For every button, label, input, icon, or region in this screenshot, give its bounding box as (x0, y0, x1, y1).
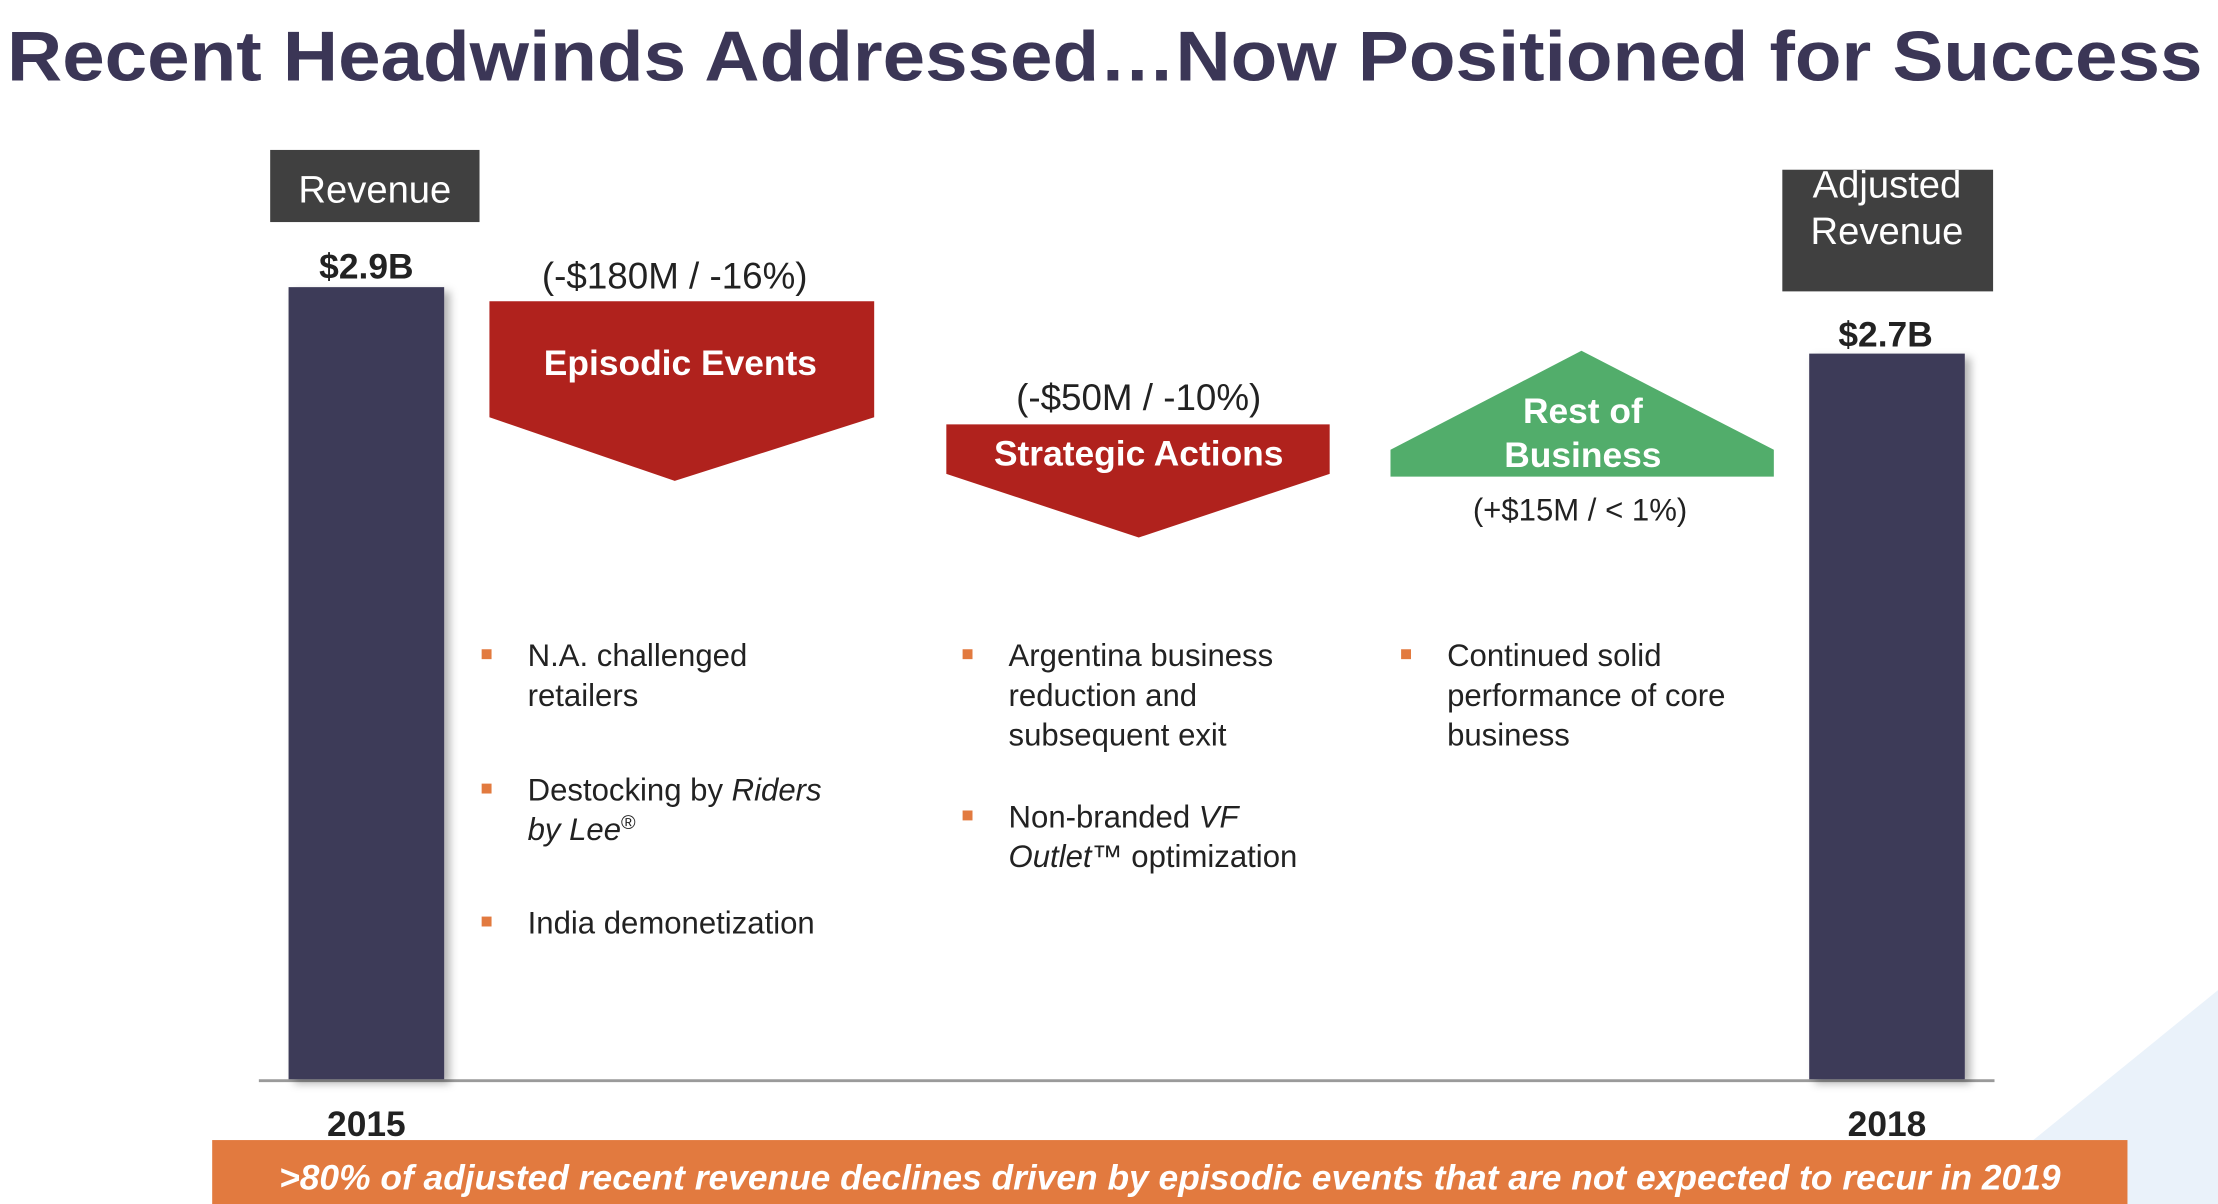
change-label: (+$15M / < 1%) (1473, 493, 1687, 528)
driver-label: Business (1504, 436, 1661, 475)
value-label: $2.7B (1838, 316, 1932, 355)
bullet-text: N.A. challenged (528, 638, 748, 673)
text-run: India demonetization (528, 906, 815, 941)
footer-text: >80% of adjusted recent revenue declines… (279, 1159, 2061, 1198)
column-header: Adjusted (1813, 163, 1962, 206)
column-header: Revenue (1811, 210, 1964, 253)
change-label: (-$180M / -16%) (542, 256, 808, 297)
bullet-text: India demonetization (528, 906, 815, 941)
bullet-text: subsequent exit (1009, 717, 1227, 752)
end-bar (1809, 353, 1965, 1080)
text-run: performance of core (1447, 678, 1725, 713)
year-label: 2018 (1848, 1105, 1927, 1144)
bullet-marker (481, 649, 492, 660)
bullet-text: Argentina business (1009, 638, 1274, 673)
text-run: reduction and (1009, 678, 1198, 713)
text-run: ® (621, 812, 636, 834)
text-run: Argentina business (1009, 638, 1274, 673)
start-bar (288, 287, 445, 1080)
column-header: Revenue (298, 168, 451, 211)
bullet-marker (481, 916, 492, 927)
bullet-text: performance of core (1447, 678, 1725, 713)
text-run: Destocking by (528, 773, 732, 808)
driver-label: Episodic Events (544, 344, 817, 383)
bullet-text: Non-branded VF (1009, 799, 1241, 834)
bullet-text: Continued solid (1447, 638, 1661, 673)
bullet-text: by Lee® (528, 812, 636, 847)
text-run: by Lee (528, 812, 621, 847)
bullet-marker (962, 810, 973, 821)
text-run: Riders (732, 773, 822, 808)
bullet-text: retailers (528, 678, 639, 713)
decrease-arrow (946, 424, 1330, 538)
driver-label: Rest of (1523, 392, 1643, 431)
bullet-marker (1401, 649, 1412, 660)
bullet-text: Outlet™ optimization (1009, 839, 1298, 874)
slide-title: Recent Headwinds Addressed…Now Positione… (7, 17, 2202, 96)
value-label: $2.9B (319, 248, 413, 287)
end-label-box (1782, 169, 1994, 292)
start-label-box (270, 149, 480, 223)
text-run: N.A. challenged (528, 638, 748, 673)
bullet-text: Destocking by Riders (528, 773, 822, 808)
bullet-text: reduction and (1009, 678, 1198, 713)
text-run: Outlet (1009, 839, 1093, 874)
footer-banner (212, 1140, 2128, 1204)
text-run: subsequent exit (1009, 717, 1227, 752)
text-run: Continued solid (1447, 638, 1661, 673)
decrease-arrow (489, 301, 875, 481)
increase-arrow (1390, 350, 1774, 477)
bullet-text: business (1447, 717, 1570, 752)
bullet-marker (481, 783, 492, 794)
text-run: ™ optimization (1092, 839, 1298, 874)
change-label: (-$50M / -10%) (1016, 377, 1261, 418)
driver-label: Strategic Actions (994, 434, 1284, 473)
text-run: retailers (528, 678, 639, 713)
year-label: 2015 (327, 1105, 406, 1144)
text-run: Non-branded (1009, 799, 1199, 834)
text-run: VF (1199, 799, 1241, 834)
bullet-marker (962, 649, 973, 660)
text-run: business (1447, 717, 1570, 752)
